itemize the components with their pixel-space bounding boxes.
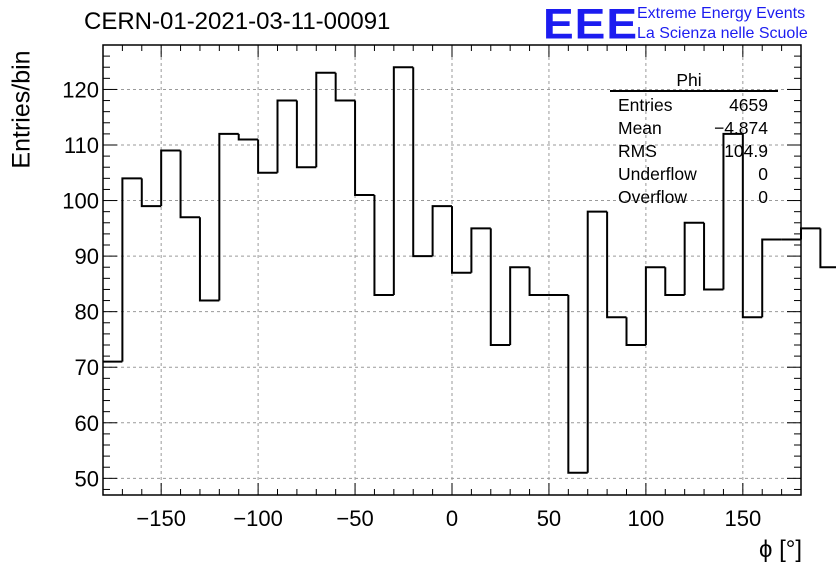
stats-value: 0 [758,164,768,184]
stats-label: Overflow [618,187,688,207]
histogram-bin [257,139,278,174]
histogram-bin [800,227,821,240]
histogram-bin [392,66,414,295]
histogram-bin [198,217,220,302]
stats-value: 4659 [729,95,768,115]
stats-box: Phi Entries 4659 Mean −4.874 RMS 104.9 U… [610,71,778,209]
histogram-bin [179,150,200,219]
stats-value: −4.874 [713,118,768,138]
stats-label: Mean [618,118,662,138]
histogram-bin [121,177,142,362]
histogram-bin [295,100,317,169]
histogram-bin [451,206,472,274]
histogram-bin [761,238,782,318]
eee-logo: EEE [543,0,639,48]
x-tick-label: −150 [136,506,186,531]
histogram-bin [140,178,162,208]
stats-row-entries: Entries 4659 [610,94,778,117]
stats-label: Entries [618,95,673,115]
stats-row-underflow: Underflow 0 [610,163,778,186]
y-tick-label: 120 [62,77,99,102]
stats-value: 104.9 [724,141,768,161]
stats-label: Underflow [618,164,697,184]
y-tick-label: 50 [75,466,99,491]
histogram-bin [741,133,763,319]
histogram-bin [315,71,336,168]
stats-value: 0 [758,187,768,207]
histogram-bin [644,266,666,345]
stats-title: Phi [676,70,702,90]
histogram-bin [664,267,685,296]
run-title: CERN-01-2021-03-11-00091 [84,8,391,35]
histogram-bin [606,211,627,319]
histogram-bin [683,221,705,295]
x-tick-label: 0 [446,506,458,531]
stats-row-rms: RMS 104.9 [610,140,778,163]
histogram-bin [470,227,491,273]
histogram-bin [703,222,724,291]
histogram-bin [218,132,239,301]
stats-row-overflow: Overflow 0 [610,186,778,209]
stats-divider [610,90,778,92]
histogram-bin [509,266,530,345]
histogram-bin [431,205,452,257]
x-tick-label: 100 [628,506,665,531]
x-tick-label: −50 [336,506,373,531]
x-tick-label: 50 [537,506,561,531]
eee-logo-line1: Extreme Energy Events [637,5,806,22]
eee-logo-line2: La Scienza nelle Scuole [637,25,808,42]
histogram-bin [625,317,646,346]
histogram-bin [819,228,836,269]
histogram-bin [276,99,297,173]
histogram-bin [373,195,394,296]
histogram-bin [722,132,743,290]
histogram-bin [489,228,511,346]
histogram-bin [237,133,259,141]
histogram-bin [528,267,549,296]
y-tick-label: 100 [62,189,99,214]
y-tick-label: 60 [75,411,99,436]
x-tick-label: 150 [724,506,761,531]
histogram-bin [334,72,356,102]
stats-label: RMS [618,141,657,161]
y-tick-label: 70 [75,355,99,380]
histogram-bin [567,295,588,474]
y-tick-label: 90 [75,244,99,269]
histogram-bin [586,210,608,473]
y-axis-label: Entries/bin [7,50,36,169]
histogram-bin [354,100,375,196]
x-axis-label: ϕ [°] [758,536,802,563]
histogram-bin [412,67,433,258]
y-tick-label: 110 [64,133,99,158]
y-tick-label: 80 [75,300,99,325]
histogram-bin [160,149,181,207]
x-tick-label: −100 [233,506,283,531]
stats-row-mean: Mean −4.874 [610,117,778,140]
